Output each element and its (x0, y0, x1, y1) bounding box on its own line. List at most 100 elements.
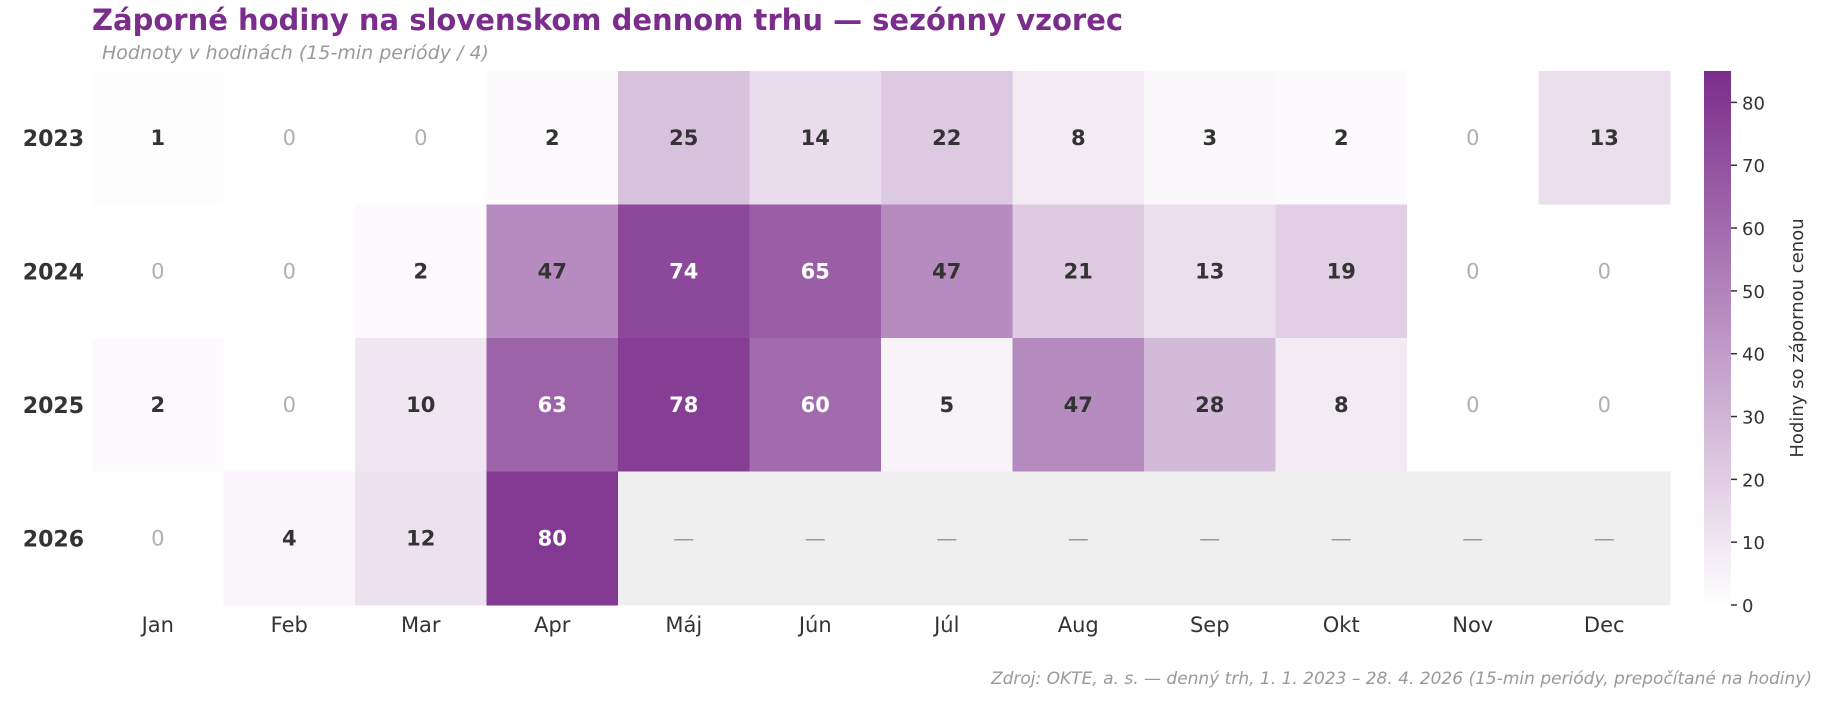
heatmap-cell (1012, 338, 1145, 472)
cell-label: 80 (538, 526, 567, 550)
heatmap-cell (618, 71, 750, 205)
heatmap-cell (355, 204, 487, 339)
cell-label: 0 (283, 126, 296, 150)
cell-label: 12 (406, 526, 435, 550)
cell-label: 2 (545, 126, 560, 150)
cell-label: 2 (1334, 126, 1349, 150)
cell-label: 0 (151, 259, 164, 283)
heatmap-cell (1275, 471, 1408, 606)
heatmap-cell (355, 338, 487, 472)
heatmap-cell (1275, 338, 1408, 472)
colorbar-tick-label: 0 (1742, 596, 1753, 617)
heatmap-cell (1407, 338, 1539, 472)
x-tick-label: Máj (665, 613, 702, 637)
heatmap-cell (92, 471, 224, 606)
heatmap-cell (1012, 71, 1145, 205)
x-tick-label: Dec (1584, 613, 1625, 637)
cell-label: 5 (939, 393, 954, 417)
cell-label: 4 (282, 526, 297, 550)
chart-title: Záporné hodiny na slovenskom dennom trhu… (92, 3, 1124, 37)
heatmap-cell (1407, 471, 1539, 606)
heatmap-cell (223, 338, 356, 472)
heatmap-cell (92, 338, 224, 472)
x-tick-label: Okt (1323, 613, 1360, 637)
cell-label: 47 (1064, 393, 1093, 417)
heatmap-cell (881, 204, 1013, 339)
colorbar-tick-label: 10 (1742, 533, 1765, 554)
cell-label: 13 (1195, 259, 1224, 283)
cell-label: 14 (801, 126, 830, 150)
cell-label: 22 (932, 126, 961, 150)
x-tick-label: Aug (1058, 613, 1099, 637)
heatmap-cell (749, 471, 882, 606)
heatmap-cell (486, 71, 619, 205)
y-tick-label: 2024 (23, 260, 84, 285)
x-tick-label: Jún (797, 613, 832, 637)
cell-label: — (805, 526, 826, 550)
chart-subtitle: Hodnoty v hodinách (15-min periódy / 4) (102, 42, 489, 64)
heatmap-cell (1275, 204, 1408, 339)
cell-label: 0 (151, 526, 164, 550)
cell-label: 0 (1598, 259, 1611, 283)
cell-label: 28 (1195, 393, 1224, 417)
cell-label: 10 (406, 393, 435, 417)
cell-label: — (1462, 526, 1483, 550)
heatmap-cell (92, 71, 224, 205)
heatmap-cell (486, 471, 619, 606)
heatmap-cell (618, 471, 750, 606)
colorbar-tick-label: 60 (1742, 219, 1765, 240)
heatmap-cell (1538, 204, 1671, 339)
colorbar-tick-label: 40 (1742, 345, 1765, 366)
heatmap-cell (1538, 338, 1671, 472)
heatmap-cell (223, 204, 356, 339)
colorbar-tick-label: 50 (1742, 282, 1765, 303)
cell-label: 1 (150, 126, 165, 150)
heatmap-cell (355, 71, 487, 205)
x-tick-label: Sep (1190, 613, 1230, 637)
heatmap-cell (749, 71, 882, 205)
cell-label: 0 (1466, 126, 1479, 150)
y-tick-label: 2026 (23, 527, 84, 552)
heatmap-cell (1012, 204, 1145, 339)
heatmap-cell (1144, 71, 1276, 205)
colorbar-tick-label: 20 (1742, 470, 1765, 491)
cell-label: — (1594, 526, 1615, 550)
heatmap-cell (92, 204, 224, 339)
heatmap-cell (1538, 471, 1671, 606)
cell-label: 13 (1590, 126, 1619, 150)
x-tick-label: Mar (401, 613, 441, 637)
heatmap-cell (881, 71, 1013, 205)
cell-label: 21 (1064, 259, 1093, 283)
heatmap-cell (1144, 471, 1276, 606)
x-tick-label: Feb (271, 613, 308, 637)
cell-label: 0 (283, 259, 296, 283)
x-tick-label: Jan (140, 613, 174, 637)
cell-label: 60 (801, 393, 830, 417)
cell-label: 3 (1202, 126, 1217, 150)
heatmap-cell (223, 471, 356, 606)
x-tick-label: Apr (534, 613, 571, 637)
heatmap-cell (1407, 71, 1539, 205)
colorbar-tick-label: 80 (1742, 93, 1765, 114)
heatmap-cell (355, 471, 487, 606)
colorbar-label: Hodiny so zápornou cenou (1787, 218, 1808, 457)
heatmap-cell (749, 204, 882, 339)
heatmap-cell (1012, 471, 1145, 606)
cell-label: 74 (669, 259, 698, 283)
cell-label: — (1199, 526, 1220, 550)
heatmap-cell (749, 338, 882, 472)
heatmap-cell (486, 204, 619, 339)
x-tick-label: Júl (932, 613, 959, 637)
cell-label: 47 (538, 259, 567, 283)
y-tick-label: 2025 (23, 394, 84, 419)
heatmap-cell (486, 338, 619, 472)
heatmap-cell (618, 338, 750, 472)
heatmap-cell (618, 204, 750, 339)
cell-label: 2 (150, 393, 165, 417)
cell-label: — (936, 526, 957, 550)
heatmap-cell (223, 71, 356, 205)
heatmap-cell (881, 471, 1013, 606)
cell-label: — (1331, 526, 1352, 550)
cell-label: 0 (1598, 393, 1611, 417)
